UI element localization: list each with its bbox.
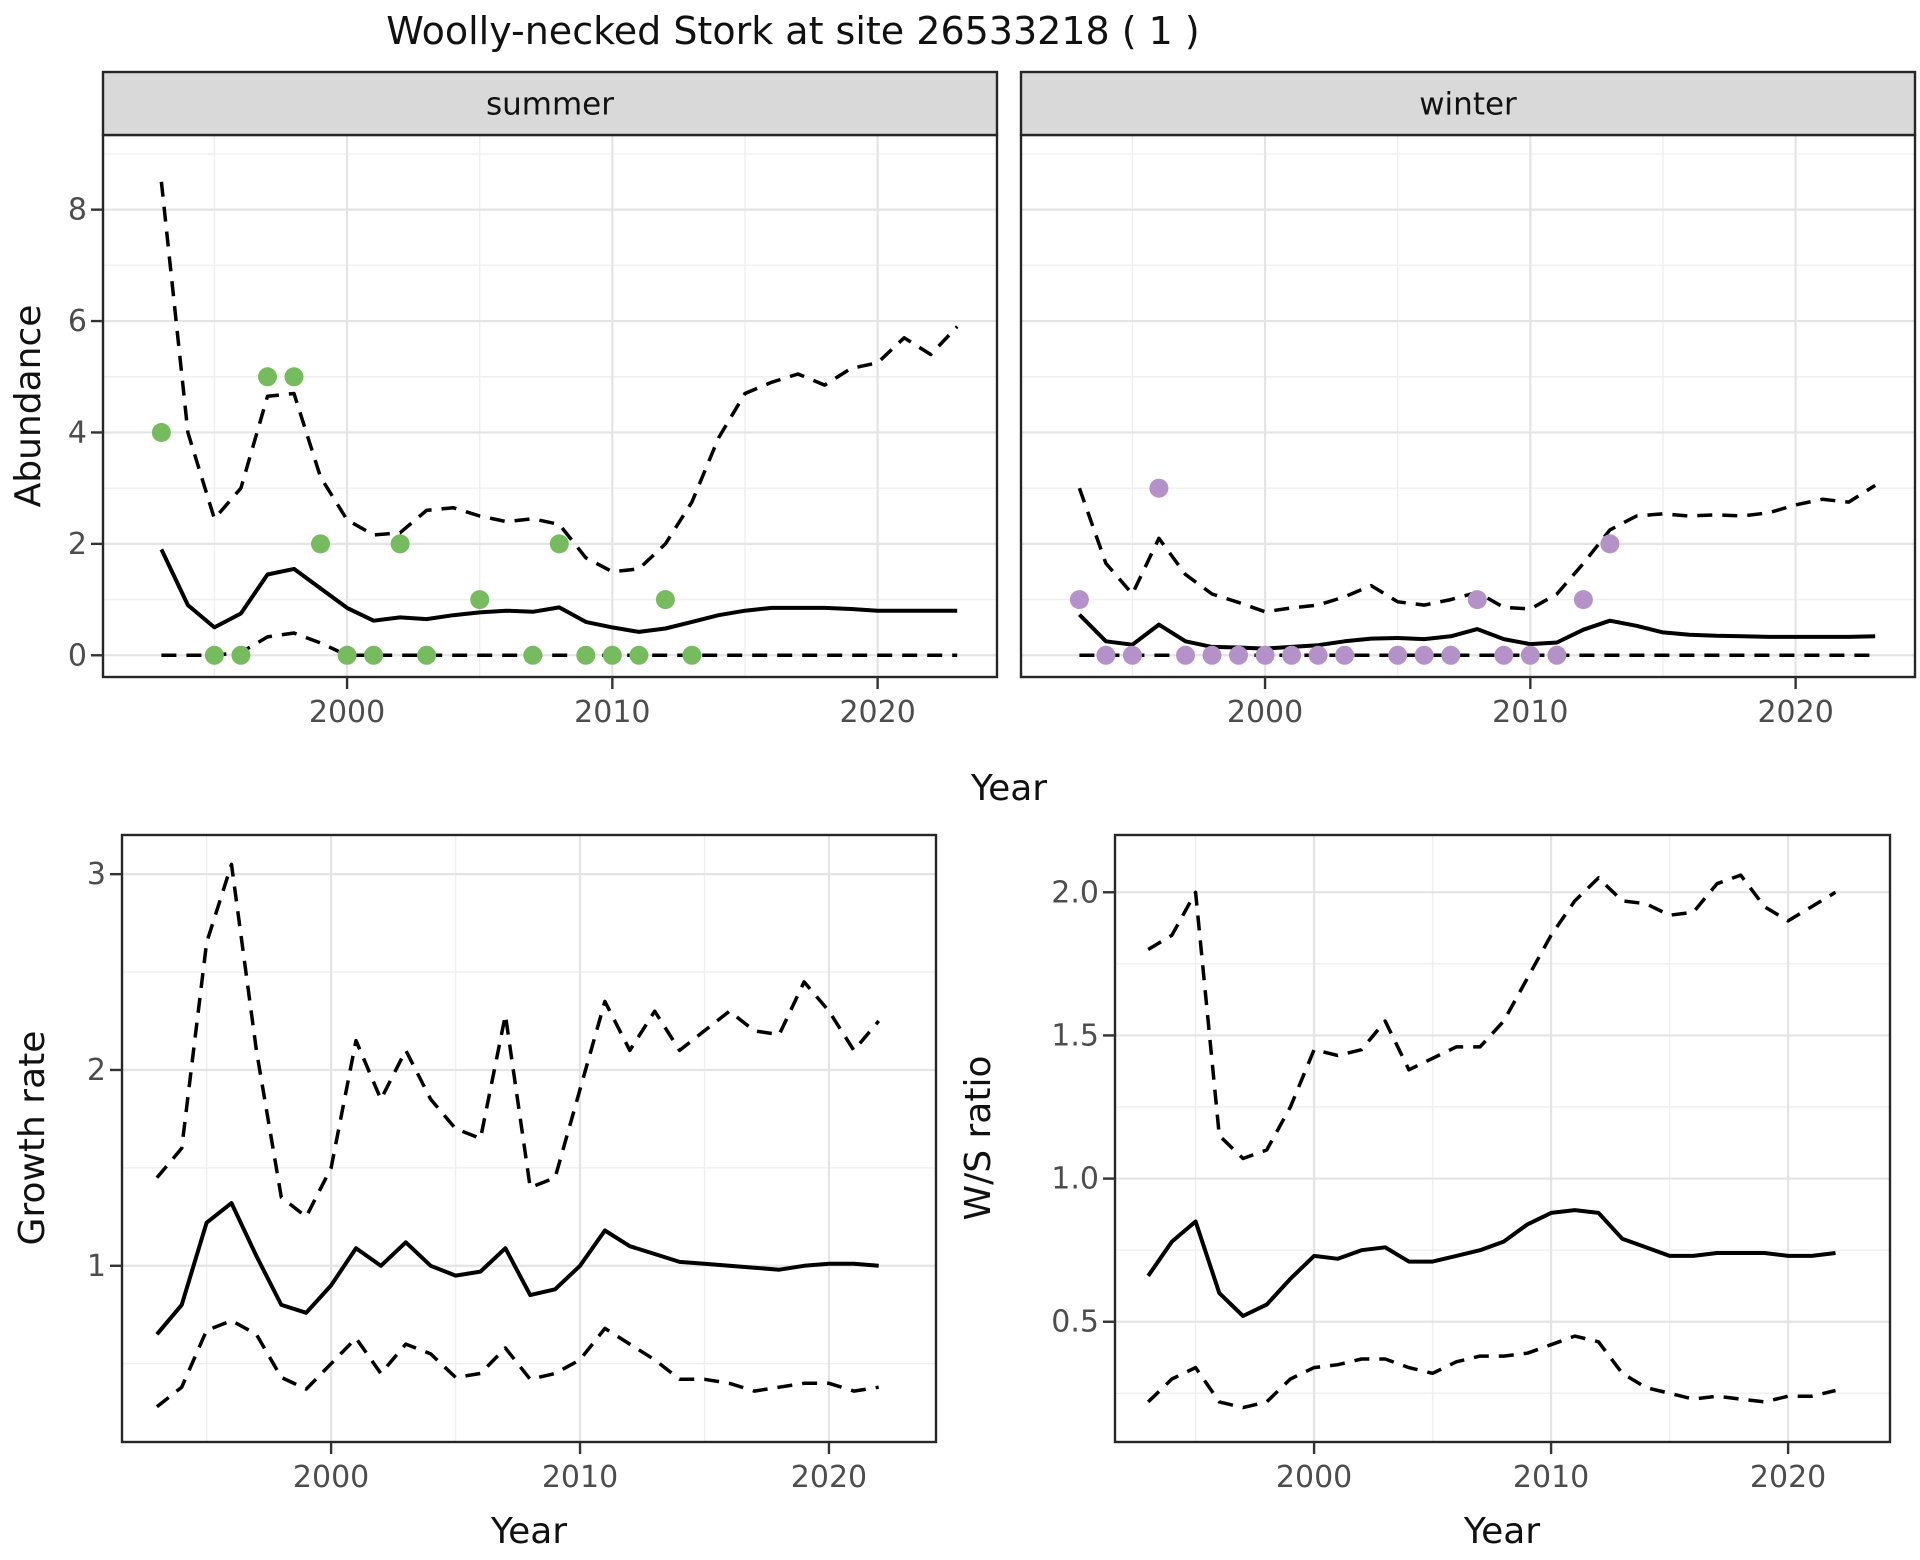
y-axis-title-ws-ratio: W/S ratio (958, 1055, 999, 1220)
lower_ci-line-growth_rate (155, 1318, 879, 1409)
mean-line-ws_ratio (1146, 1208, 1836, 1318)
y-tick-label: 1.0 (1051, 1162, 1099, 1197)
facet-strip-winter (1019, 70, 1917, 137)
y-tick-label: 1 (87, 1249, 106, 1284)
observation-point (1229, 645, 1248, 665)
observation-point (1494, 645, 1514, 665)
panel-background (1115, 835, 1890, 1442)
lower_ci-line-abundance_summer (161, 631, 958, 658)
observation-points-abundance_summer (151, 367, 702, 665)
upper_ci-line-abundance_summer (159, 181, 959, 574)
y-tick-label: 1.5 (1051, 1018, 1099, 1053)
observation-point (1467, 590, 1487, 610)
x-tick-label: 2020 (1750, 1460, 1826, 1495)
observation-point (470, 590, 490, 610)
observation-point (1176, 645, 1195, 665)
x-tick-label: 2000 (309, 695, 385, 730)
y-tick-label: 2 (68, 527, 87, 562)
observation-point (1600, 534, 1620, 554)
panel-abundance_summer: summer 2000 2010 2020 0 2 4 6 8 (68, 70, 999, 730)
y-tick-label: 2 (87, 1053, 106, 1088)
observation-point (682, 645, 702, 665)
observation-point (1202, 645, 1222, 665)
x-tick-label: 2010 (1492, 695, 1568, 730)
observation-point (204, 645, 224, 665)
observation-point (1547, 645, 1567, 665)
mean-line-abundance_summer (159, 548, 958, 634)
observation-points-abundance_winter (1069, 478, 1620, 665)
x-tick-label: 2020 (791, 1460, 867, 1495)
observation-point (231, 645, 251, 665)
observation-point (655, 590, 675, 610)
y-tick-label: 0.5 (1051, 1305, 1099, 1340)
x-tick-label: 2000 (1276, 1460, 1352, 1495)
observation-point (258, 367, 277, 387)
gridlines-growth_rate (122, 835, 936, 1442)
observation-point (1335, 645, 1355, 665)
observation-point (1441, 645, 1461, 665)
observation-point (311, 534, 330, 554)
observation-point (284, 367, 304, 387)
observation-point (1149, 478, 1169, 498)
observation-point (523, 645, 543, 665)
panel-background (1021, 135, 1915, 677)
gridlines-ws_ratio (1115, 835, 1890, 1442)
plot-panels: summer 2000 2010 2020 0 2 4 6 8 winter 2000 2010 202… (68, 70, 1917, 1495)
x-tick-label: 2020 (839, 695, 915, 730)
facet-strip-summer (101, 70, 999, 137)
x-tick-label: 2020 (1757, 695, 1833, 730)
observation-point (1388, 645, 1408, 665)
y-tick-label: 4 (68, 415, 87, 450)
y-tick-label: 8 (68, 193, 87, 228)
observation-point (1520, 645, 1540, 665)
x-axis-title-year-ws: Year (1463, 1511, 1540, 1552)
facet-strip-label-summer: summer (486, 87, 614, 123)
x-tick-label: 2010 (574, 695, 650, 730)
observation-point (390, 534, 410, 554)
observation-point (417, 645, 437, 665)
x-axis-title-year-growth: Year (490, 1511, 567, 1552)
observation-point (337, 645, 357, 665)
x-tick-label: 2000 (293, 1460, 369, 1495)
x-axis-title-year-top: Year (970, 768, 1047, 809)
panel-border (1113, 833, 1892, 1444)
y-tick-label: 0 (68, 638, 87, 673)
observation-point (1282, 645, 1302, 665)
y-axis-title-growth-rate: Growth rate (12, 1031, 53, 1246)
x-tick-label: 2000 (1227, 695, 1303, 730)
observation-point (549, 534, 569, 554)
upper_ci-line-ws_ratio (1147, 873, 1837, 1161)
y-tick-label: 3 (87, 857, 106, 892)
panel-ws_ratio: 2000 2010 2020 0.5 1.0 1.5 2.0 (1051, 833, 1892, 1495)
x-tick-label: 2010 (542, 1460, 618, 1495)
panel-border (120, 833, 938, 1444)
observation-point (1308, 645, 1328, 665)
observation-point (151, 423, 171, 442)
observation-point (1573, 590, 1593, 610)
observation-point (1414, 645, 1434, 665)
x-tick-label: 2010 (1513, 1460, 1589, 1495)
observation-point (1255, 645, 1275, 665)
mean-line-growth_rate (155, 1201, 879, 1336)
facet-strip-label-winter: winter (1419, 87, 1517, 123)
gridlines-abundance_summer (103, 135, 997, 677)
y-tick-label: 6 (68, 304, 87, 339)
panel-abundance_winter: winter 2000 2010 2020 (1019, 70, 1917, 730)
panel-growth_rate: 2000 2010 2020 1 2 3 (87, 833, 938, 1495)
observation-point (629, 645, 649, 665)
observation-point (364, 645, 384, 665)
upper_ci-line-growth_rate (155, 862, 881, 1219)
observation-point (1122, 645, 1142, 665)
observation-point (602, 645, 622, 665)
observation-point (576, 645, 596, 665)
observation-point (1069, 590, 1089, 610)
chart-title: Woolly-necked Stork at site 26533218 ( 1… (386, 9, 1200, 53)
observation-point (1096, 645, 1116, 665)
y-axis-title-abundance: Abundance (8, 305, 49, 508)
y-tick-label: 2.0 (1051, 875, 1099, 910)
panel-background (103, 135, 997, 677)
panel-background (122, 835, 936, 1442)
